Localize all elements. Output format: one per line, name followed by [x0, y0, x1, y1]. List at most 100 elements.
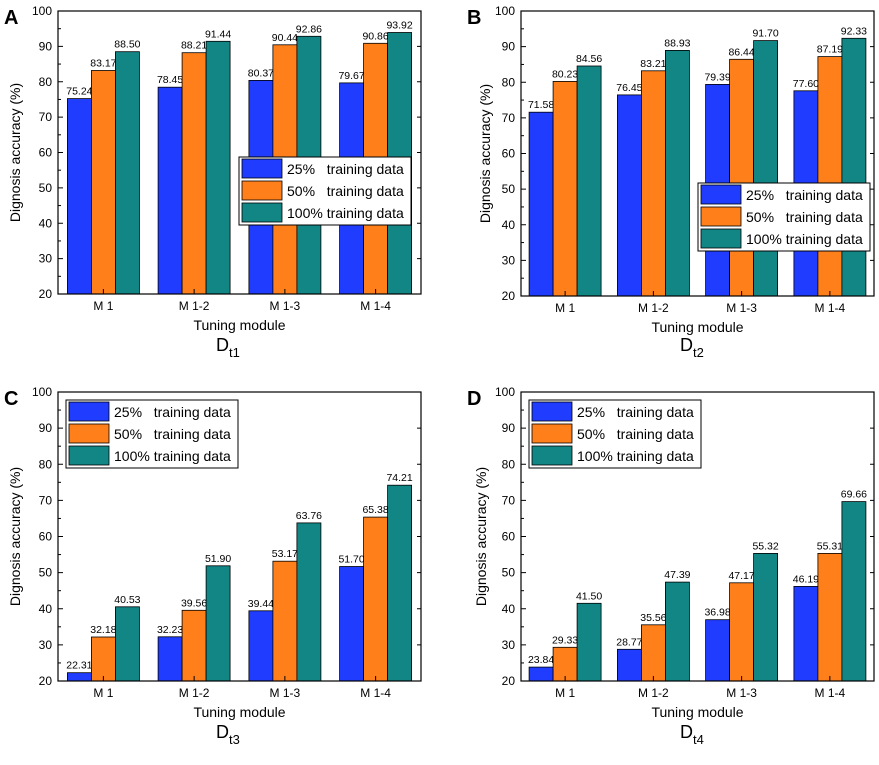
y-tick-label: 90 [39, 39, 53, 53]
legend-swatch [68, 445, 110, 466]
y-tick-label: 100 [32, 4, 52, 18]
bar [729, 58, 754, 297]
y-tick-label: 60 [39, 146, 53, 160]
bar-value-label: 53.17 [272, 548, 298, 560]
bar [157, 86, 183, 295]
bar-value-label: 78.45 [157, 74, 183, 86]
y-tick-label: 40 [502, 218, 516, 232]
y-tick-label: 70 [502, 493, 516, 507]
y-tick-label: 80 [502, 75, 516, 89]
x-tick-label: M 1-3 [270, 686, 301, 700]
x-tick-label: M 1-4 [360, 299, 391, 313]
y-tick-label: 80 [39, 457, 53, 471]
bar-value-label: 79.39 [704, 71, 730, 83]
bar [91, 636, 116, 682]
bar [817, 553, 843, 682]
bar-value-label: 88.93 [664, 37, 690, 49]
y-tick-label: 70 [39, 110, 53, 124]
bar-value-label: 83.17 [90, 58, 116, 70]
bar [528, 666, 554, 682]
bar [729, 582, 754, 682]
legend-swatch [700, 206, 742, 227]
panel-caption: Dt3 [216, 722, 240, 747]
x-tick-label: M 1-4 [360, 686, 391, 700]
legend-swatch [700, 228, 742, 249]
y-axis-title: Dignosis accuracy (%) [473, 467, 489, 606]
legend-swatch [531, 423, 573, 444]
bar-value-label: 35.56 [640, 612, 666, 624]
bar-value-label: 47.39 [664, 569, 690, 581]
bar-value-label: 39.44 [248, 598, 274, 610]
x-tick-label: M 1-4 [815, 301, 846, 315]
x-tick-label: M 1 [555, 301, 575, 315]
y-tick-label: 100 [495, 385, 515, 399]
legend: 25% training data 50% training data 100% t… [65, 399, 239, 469]
legend-label: 100% training data [287, 205, 404, 221]
y-tick-label: 50 [502, 566, 516, 580]
bar-value-label: 47.17 [728, 570, 754, 582]
bar-value-label: 90.86 [362, 30, 388, 42]
legend-swatch [68, 401, 110, 422]
y-tick-label: 30 [39, 252, 53, 266]
chart-panel-d: D 23.84 29.33 41.50 28.77 35.56 47.39 36.98 47.1… [467, 385, 875, 747]
y-tick-label: 20 [502, 289, 516, 303]
legend-swatch [241, 202, 283, 223]
bar-value-label: 39.56 [181, 597, 207, 609]
x-tick-label: M 1-2 [638, 686, 669, 700]
bar-value-label: 28.77 [616, 636, 642, 648]
panel-caption: Dt2 [680, 335, 704, 360]
bar-value-label: 63.76 [296, 510, 322, 522]
bar-value-label: 80.37 [248, 67, 274, 79]
x-tick-label: M 1-3 [726, 686, 757, 700]
y-tick-label: 20 [502, 674, 516, 688]
bar-value-label: 46.19 [793, 573, 819, 585]
x-tick-label: M 1 [93, 686, 113, 700]
y-tick-label: 90 [39, 421, 53, 435]
y-tick-label: 30 [502, 638, 516, 652]
chart-panel-b: B 71.58 80.23 84.56 76.45 83.21 88.93 79.39 86.4… [467, 4, 875, 360]
x-axis-title: Tuning module [651, 319, 743, 335]
y-tick-label: 90 [502, 40, 516, 54]
bar [841, 501, 867, 682]
legend-label: 100% training data [577, 448, 694, 464]
bar [753, 553, 778, 682]
panel-caption: Dt4 [680, 722, 704, 747]
legend-label: 50% training data [287, 183, 404, 199]
bar-value-label: 51.90 [205, 553, 231, 565]
bar [363, 516, 389, 682]
panel-letter: C [4, 388, 18, 410]
x-tick-label: M 1-2 [179, 299, 210, 313]
bar [387, 484, 413, 682]
legend-swatch [68, 423, 110, 444]
chart-panel-c: C 22.31 32.18 40.53 32.23 39.56 51.90 39.44 53.1… [4, 385, 422, 747]
bar [552, 646, 578, 682]
y-tick-label: 80 [39, 75, 53, 89]
panel-letter: D [467, 388, 481, 410]
legend-label: 100% training data [114, 448, 231, 464]
bar [272, 560, 298, 682]
x-tick-label: M 1-2 [179, 686, 210, 700]
y-tick-label: 70 [502, 111, 516, 125]
bar [205, 40, 231, 295]
y-tick-label: 60 [502, 530, 516, 544]
y-tick-label: 30 [502, 253, 516, 267]
bar [296, 522, 322, 682]
legend-label: 50% training data [746, 209, 863, 225]
bar-value-label: 75.24 [66, 86, 92, 98]
legend-swatch [531, 445, 573, 466]
y-tick-label: 90 [502, 421, 516, 435]
bar-value-label: 88.50 [114, 39, 140, 51]
bar [617, 648, 642, 682]
bar-value-label: 36.98 [704, 607, 730, 619]
bar [339, 566, 365, 682]
bar [817, 56, 843, 297]
bar-value-label: 80.23 [552, 68, 578, 80]
bar [793, 586, 819, 682]
x-axis-title: Tuning module [651, 704, 743, 720]
bar-value-label: 79.67 [338, 70, 364, 82]
bar-value-label: 74.21 [386, 472, 412, 484]
y-tick-label: 60 [39, 530, 53, 544]
panel-caption: Dt1 [216, 335, 240, 360]
y-axis-title: Dignosis accuracy (%) [477, 84, 493, 223]
